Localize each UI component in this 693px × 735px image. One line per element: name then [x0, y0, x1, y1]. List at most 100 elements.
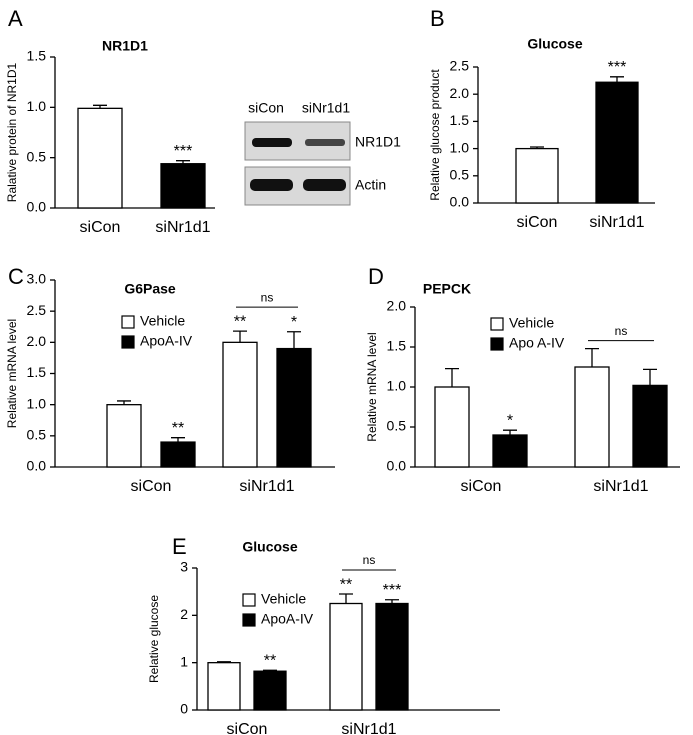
legend-swatch [242, 613, 256, 627]
blot-row-label: NR1D1 [355, 134, 401, 150]
y-tick-label: 2.0 [450, 85, 470, 101]
significance-label: ** [340, 576, 352, 593]
significance-label: *** [174, 143, 193, 160]
legend-label: Apo A-IV [509, 335, 565, 351]
y-tick-label: 3 [180, 559, 188, 575]
legend-swatch [121, 315, 135, 329]
significance-label: ** [172, 420, 184, 437]
chart-title: NR1D1 [102, 38, 148, 54]
y-tick-label: 1.0 [27, 98, 47, 114]
legend-swatch [121, 335, 135, 349]
y-tick-label: 1.5 [27, 48, 47, 64]
y-tick-label: 2.5 [450, 58, 470, 74]
legend-swatch [490, 317, 504, 331]
y-tick-label: 0.0 [27, 199, 47, 215]
bracket-label: ns [363, 553, 376, 567]
x-tick-label: siCon [80, 219, 121, 236]
chart-title: Glucose [527, 36, 582, 52]
chart-title: PEPCK [423, 281, 471, 297]
y-axis-label: Relative glucose [147, 595, 161, 683]
y-axis-label: Relative mRNA level [5, 319, 19, 428]
error-bar [503, 429, 517, 435]
bar [595, 81, 639, 204]
x-tick-label: siNr1d1 [155, 219, 210, 236]
bar [106, 404, 142, 468]
legend-label: Vehicle [140, 313, 185, 329]
significance-label: * [291, 314, 297, 331]
y-tick-label: 1.0 [27, 395, 47, 411]
panel-letter: B [430, 6, 445, 31]
blot-lane-label: siCon [248, 100, 284, 116]
error-bar [643, 368, 657, 386]
blot-band [305, 139, 345, 146]
y-tick-label: 0.5 [387, 418, 407, 434]
bar [77, 107, 123, 209]
x-tick-label: siNr1d1 [239, 478, 294, 495]
x-tick-label: siCon [227, 721, 268, 735]
error-bar [610, 76, 624, 83]
bar [160, 441, 196, 468]
blot-band [250, 179, 293, 191]
x-tick-label: siCon [517, 214, 558, 231]
y-tick-label: 1.5 [27, 364, 47, 380]
y-axis-label: Relative mRNA level [365, 332, 379, 441]
y-tick-label: 2.0 [387, 298, 407, 314]
significance-label: *** [608, 59, 627, 76]
x-tick-label: siNr1d1 [593, 478, 648, 495]
blot-row-label: Actin [355, 177, 386, 193]
chart-title: Glucose [242, 539, 297, 555]
y-tick-label: 1.0 [450, 139, 470, 155]
y-tick-label: 1 [180, 653, 188, 669]
y-tick-label: 0.0 [450, 194, 470, 210]
y-tick-label: 2 [180, 606, 188, 622]
y-tick-label: 1.5 [387, 338, 407, 354]
y-tick-label: 3.0 [27, 271, 47, 287]
error-bar [445, 367, 459, 387]
legend-label: ApoA-IV [261, 611, 314, 627]
error-bar [263, 669, 277, 672]
bar [574, 366, 610, 468]
bracket-label: ns [261, 290, 274, 304]
error-bar [117, 400, 131, 405]
error-bar [93, 104, 107, 109]
error-bar [171, 437, 185, 443]
legend-label: Vehicle [509, 315, 554, 331]
legend-label: Vehicle [261, 591, 306, 607]
significance-label: *** [383, 582, 402, 599]
y-axis-label: Ralative protein of NR1D1 [5, 62, 19, 202]
x-tick-label: siNr1d1 [589, 214, 644, 231]
error-bar [233, 330, 247, 343]
y-axis-label: Relative glucose product [428, 69, 442, 201]
significance-label: ** [234, 313, 246, 330]
error-bar [530, 146, 544, 149]
y-tick-label: 1.5 [450, 112, 470, 128]
y-tick-label: 0.5 [27, 148, 47, 164]
panel-letter: C [8, 264, 24, 289]
x-tick-label: siCon [131, 478, 172, 495]
bar [329, 602, 363, 711]
y-tick-label: 1.0 [387, 378, 407, 394]
blot-band [252, 138, 292, 147]
bar [207, 662, 241, 711]
western-blot [244, 121, 351, 206]
bracket-label: ns [615, 324, 628, 338]
error-bar [385, 599, 399, 604]
chart-title: G6Pase [124, 281, 176, 297]
x-tick-label: siNr1d1 [341, 721, 396, 735]
bar [160, 163, 206, 209]
y-tick-label: 2.0 [27, 333, 47, 349]
bar [632, 384, 668, 468]
y-tick-label: 0.0 [27, 458, 47, 474]
error-bar [217, 661, 231, 663]
bar [222, 341, 258, 468]
bar [434, 386, 470, 468]
y-tick-label: 0.0 [387, 458, 407, 474]
blot-band [303, 179, 346, 191]
panel-letter: D [368, 264, 384, 289]
bar [492, 434, 528, 468]
error-bar [176, 160, 190, 164]
bar [375, 602, 409, 711]
legend-swatch [242, 593, 256, 607]
legend-swatch [490, 337, 504, 351]
